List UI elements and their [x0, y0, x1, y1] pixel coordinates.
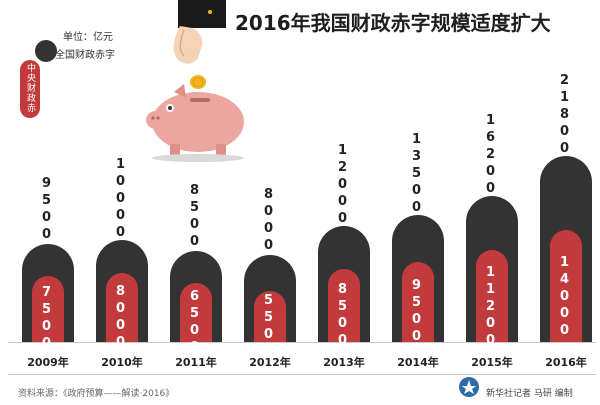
- legend-total-swatch: [35, 40, 57, 62]
- piggy-bank-icon: [146, 84, 244, 162]
- label-central: 5500: [261, 292, 276, 361]
- baseline: [8, 342, 596, 343]
- bar-central: [180, 283, 212, 342]
- bar-central: [106, 273, 138, 342]
- label-central: 8500: [335, 281, 350, 350]
- sleeve-icon: [178, 0, 226, 28]
- label-central: 11200: [483, 264, 498, 350]
- bar-central: [402, 262, 434, 342]
- bar-central: [476, 250, 508, 342]
- label-central: 9500: [409, 278, 424, 346]
- bar-central: [328, 269, 360, 342]
- hand-icon: [173, 26, 203, 64]
- label-central: 7500: [39, 285, 54, 353]
- coin-icon: [190, 75, 206, 89]
- x-tick-label: 2010年: [101, 356, 143, 369]
- label-central: 6500: [187, 288, 202, 357]
- label-central: 14000: [557, 254, 572, 340]
- footer-divider: [8, 374, 596, 375]
- legend-unit: 单位：亿元: [63, 32, 113, 43]
- footer-source: 资料来源：《政府预算——解读·2016》: [18, 389, 175, 399]
- label-total: 9500: [39, 176, 54, 244]
- label-central: 8000: [113, 283, 128, 352]
- legend-total-label: 全国财政赤字: [55, 50, 115, 61]
- legend-central-swatch: 中央财政赤字: [5, 60, 40, 118]
- label-total: 12000: [335, 143, 350, 228]
- x-tick-label: 2009年: [27, 356, 69, 369]
- bar-central: [32, 276, 64, 342]
- x-tick-label: 2014年: [397, 356, 439, 369]
- x-tick-label: 2011年: [175, 356, 217, 369]
- label-total: 13500: [409, 132, 424, 217]
- label-total: 10000: [113, 157, 128, 242]
- x-tick-label: 2015年: [471, 356, 513, 369]
- legend-central-label: 中央财政赤字: [5, 63, 35, 113]
- x-tick-label: 2012年: [249, 356, 291, 369]
- bar-central: [254, 291, 286, 342]
- footer-credit: 新华社记者 马研 编制: [486, 389, 573, 399]
- bar-central: [550, 230, 582, 342]
- x-tick-label: 2013年: [323, 356, 365, 369]
- piggy-bank-illustration: [146, 0, 244, 162]
- page-title: 2016年我国财政赤字规模适度扩大: [235, 11, 551, 35]
- label-total: 8500: [187, 183, 202, 251]
- label-total: 21800: [557, 73, 572, 158]
- xinhua-logo-icon: [459, 377, 479, 397]
- x-tick-label: 2016年: [545, 356, 587, 369]
- label-total: 8000: [261, 187, 276, 255]
- label-total: 16200: [483, 113, 498, 198]
